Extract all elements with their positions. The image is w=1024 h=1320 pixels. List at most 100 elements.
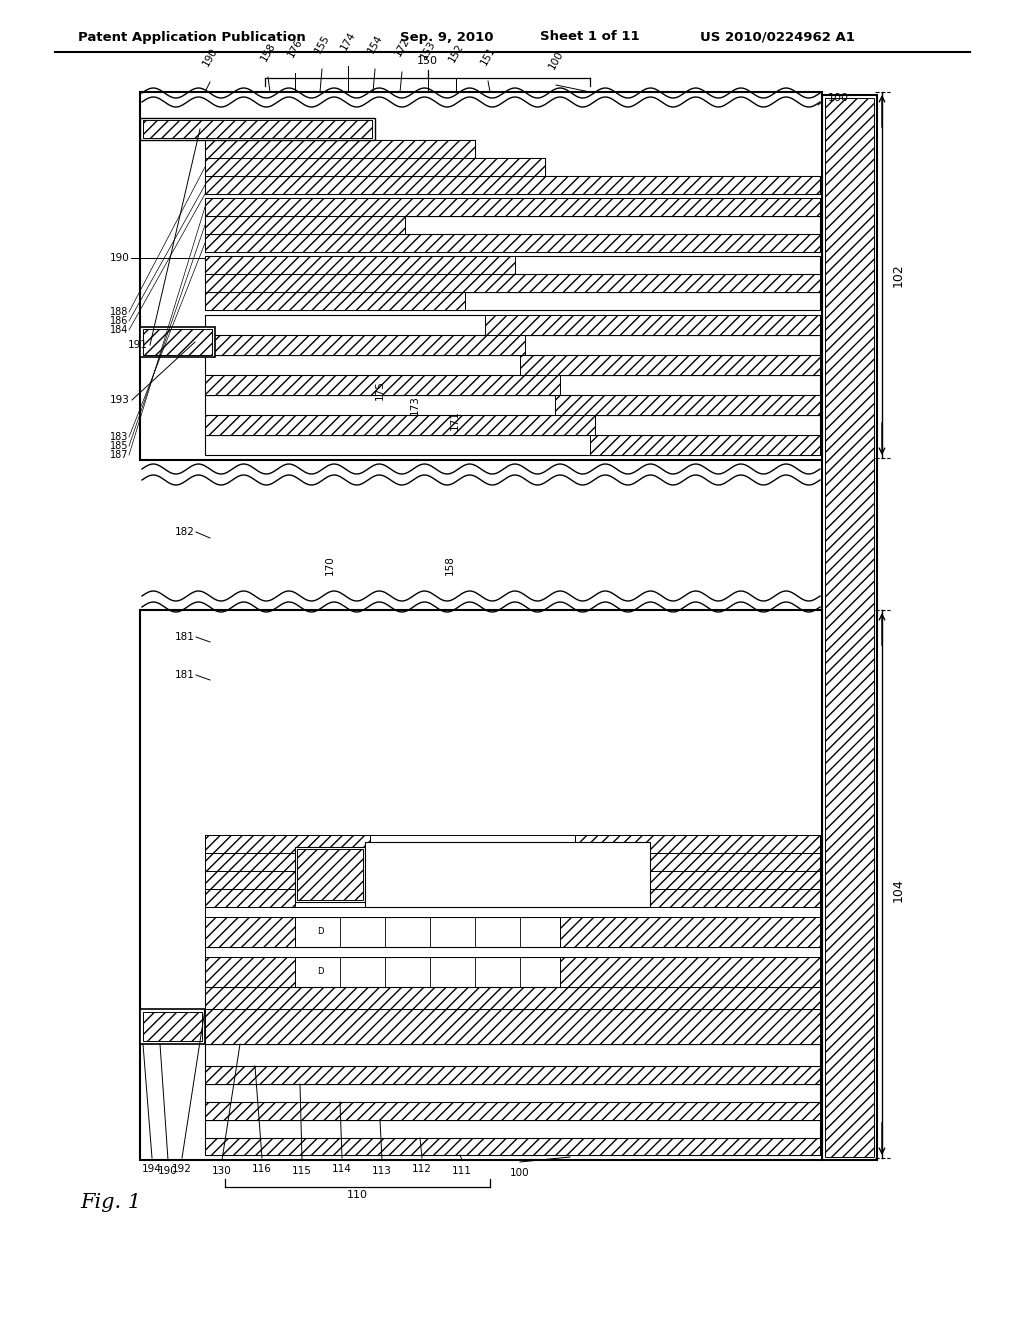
Text: 158: 158 [445,556,455,576]
Bar [650,888,820,907]
Text: D: D [316,968,324,977]
Text: 186: 186 [110,315,128,326]
Text: 170: 170 [325,556,335,576]
Text: 173: 173 [410,395,420,414]
Bar [575,836,820,853]
Bar [205,158,545,176]
Text: 100: 100 [510,1168,529,1177]
Bar [205,158,545,176]
Bar [205,871,319,888]
Bar [140,117,375,140]
Bar [140,1008,205,1044]
Bar [555,395,820,414]
Bar [205,375,820,395]
Text: 176: 176 [286,37,304,59]
Bar [205,176,820,194]
Bar [205,1119,820,1138]
Bar [205,871,820,888]
Text: Sep. 9, 2010: Sep. 9, 2010 [400,30,494,44]
Text: 174: 174 [339,30,357,51]
Bar [205,907,820,917]
Text: 187: 187 [110,450,128,459]
Bar [205,414,595,436]
Bar [600,853,820,871]
Text: 184: 184 [110,325,128,335]
Text: 111: 111 [452,1166,472,1176]
Bar [140,327,215,356]
Bar [520,355,820,375]
Bar [140,92,822,459]
Text: Patent Application Publication: Patent Application Publication [78,30,306,44]
Bar [205,198,820,216]
Text: 104: 104 [892,878,905,902]
Bar [205,1067,820,1084]
Bar [205,853,820,871]
Bar [205,216,406,234]
Bar [205,1102,820,1119]
Text: 100: 100 [828,92,849,103]
Bar [205,888,295,907]
Text: 190: 190 [111,253,130,263]
Bar [205,256,515,275]
Bar [205,140,475,158]
Bar [143,120,372,139]
Text: 194: 194 [142,1164,162,1173]
Text: 175: 175 [375,380,385,400]
Text: 153: 153 [419,38,437,61]
Bar [205,1044,820,1067]
Bar [205,1102,820,1119]
Bar [822,95,877,1160]
Bar [205,292,465,310]
Bar [205,216,820,234]
Text: 114: 114 [332,1164,352,1173]
Text: Sheet 1 of 11: Sheet 1 of 11 [540,30,640,44]
Bar [205,987,820,1008]
Bar [205,355,820,375]
Text: 130: 130 [212,1166,231,1176]
Text: 152: 152 [446,42,465,63]
Text: 171: 171 [450,411,460,430]
Bar [143,1012,202,1041]
Text: 190: 190 [158,1166,178,1176]
Text: 183: 183 [110,432,128,442]
Text: 150: 150 [417,55,438,66]
Text: D: D [316,928,324,936]
Bar [205,836,370,853]
Text: 181: 181 [175,671,195,680]
Text: 102: 102 [892,263,905,286]
Text: 182: 182 [175,527,195,537]
Bar [205,917,820,946]
Bar [205,140,475,158]
Bar [825,98,874,1158]
Bar [590,436,820,455]
Text: 155: 155 [312,33,332,55]
Bar [205,335,820,355]
Bar [560,917,820,946]
Bar [205,234,820,252]
Bar [365,842,650,907]
Text: 113: 113 [372,1166,392,1176]
Bar [205,256,820,275]
Text: 116: 116 [252,1164,272,1173]
Bar [205,275,820,292]
Bar [143,329,212,355]
Bar [205,292,820,310]
Text: 154: 154 [366,33,384,55]
Bar [205,436,820,455]
Bar [205,917,295,946]
Text: 181: 181 [175,632,195,642]
Bar [485,315,820,335]
Text: 110: 110 [347,1191,368,1200]
Bar [205,853,345,871]
Bar [205,335,525,355]
Bar [205,315,820,335]
Bar [205,395,820,414]
Text: 193: 193 [111,395,130,405]
Bar [295,847,365,902]
Bar [205,375,560,395]
Bar [205,946,820,957]
Text: US 2010/0224962 A1: US 2010/0224962 A1 [700,30,855,44]
Text: 151: 151 [478,45,498,67]
Bar [205,1084,820,1102]
Bar [205,957,820,987]
